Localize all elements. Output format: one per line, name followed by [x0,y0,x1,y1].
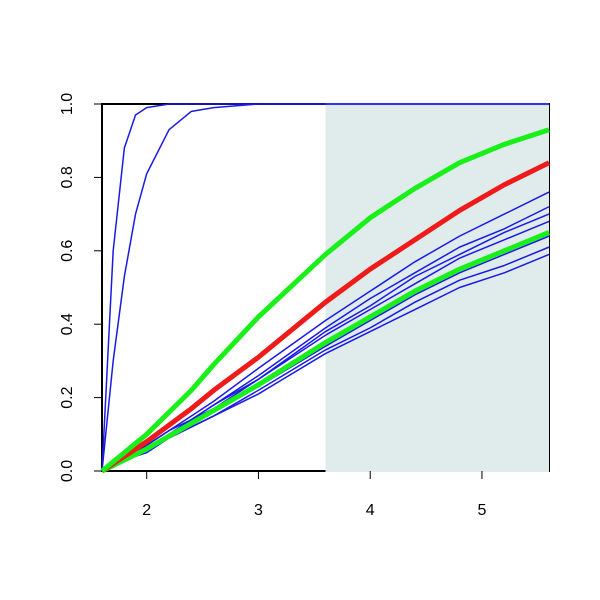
y-tick-label: 0.0 [59,460,76,482]
x-tick-label: 5 [477,502,486,519]
curve [100,127,550,473]
curve [100,160,551,474]
y-tick-label: 0.4 [59,313,76,335]
y-tick-label: 1.0 [59,93,76,115]
y-tick-label: 0.8 [59,166,76,188]
x-tick-label: 3 [254,502,263,519]
y-tick-label: 0.6 [59,240,76,262]
shaded-region [325,103,549,472]
curve [101,103,549,472]
x-tick-label: 2 [142,502,151,519]
x-tick-label: 4 [366,502,375,519]
curve [100,230,550,474]
y-tick-label: 0.2 [59,386,76,408]
